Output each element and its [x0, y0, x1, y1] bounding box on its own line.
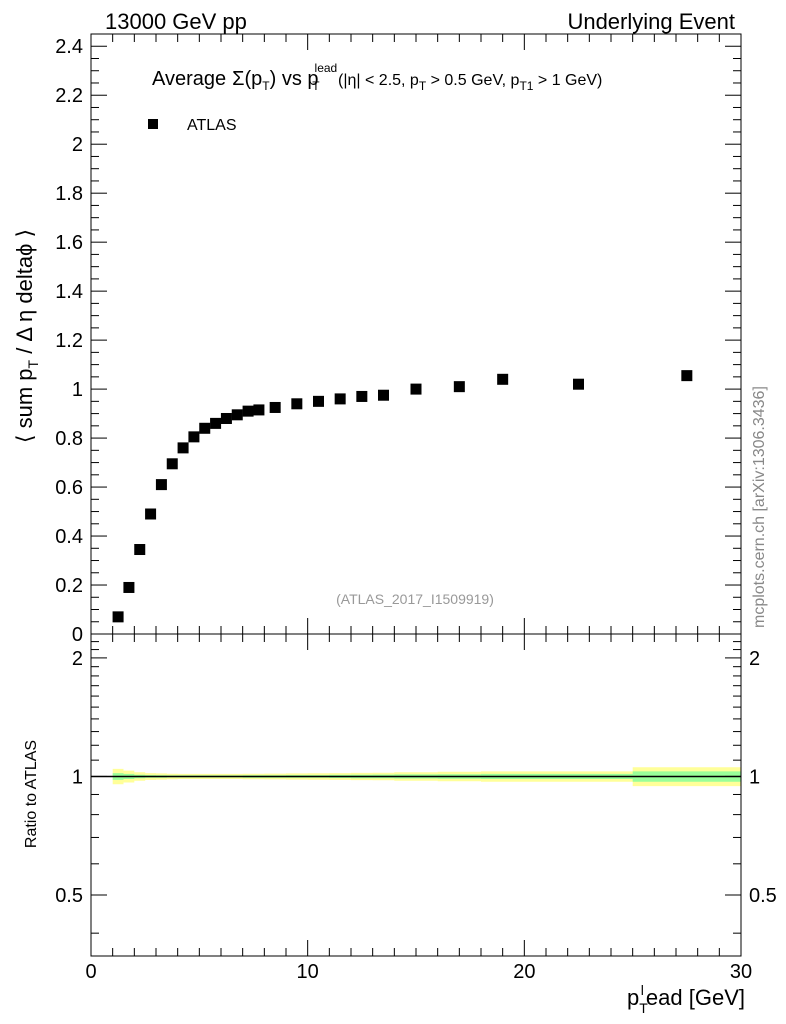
ratio-y-tick-label: 1 — [72, 766, 83, 788]
data-point — [210, 417, 222, 429]
main-plot-panel: Average Σ(pT) vs plead T (|η| < 2.5, pT > … — [12, 33, 742, 646]
data-point — [188, 431, 200, 443]
main-y-tick-label: 2.2 — [55, 85, 83, 107]
ratio-x-tick-label: 0 — [85, 961, 96, 983]
header-right: Underlying Event — [567, 9, 735, 34]
main-y-ticks — [91, 45, 741, 635]
ratio-x-tick-label: 30 — [730, 961, 752, 983]
ratio-y-tick-label: 2 — [72, 648, 83, 670]
ratio-y-tick-labels-right: 0.5 1 2 — [749, 648, 777, 907]
main-y-tick-label: 0.2 — [55, 575, 83, 597]
main-y-tick-label: 1 — [72, 379, 83, 401]
data-point — [253, 404, 265, 416]
main-plot-legend: ATLAS — [148, 117, 237, 134]
main-y-tick-label: 1.4 — [55, 281, 83, 303]
ratio-plot-frame — [90, 633, 742, 957]
main-y-tick-label: 0 — [72, 624, 83, 646]
data-point — [220, 412, 232, 424]
data-point — [313, 395, 324, 407]
data-point — [497, 373, 509, 385]
ratio-x-tick-label: 10 — [297, 961, 319, 983]
main-y-tick-label: 1.6 — [55, 232, 83, 254]
data-point — [291, 398, 303, 410]
data-point — [177, 442, 189, 454]
header-left: 13000 GeV pp — [105, 9, 247, 34]
ratio-y-tick-labels-left: 0.5 1 2 — [55, 648, 83, 907]
data-point — [166, 458, 178, 470]
ratio-y-ticks — [91, 641, 741, 934]
ratio-y-axis-label: Ratio to ATLAS — [23, 740, 40, 848]
analysis-id: (ATLAS_2017_I1509919) — [336, 591, 494, 607]
ratio-y-tick-label: 0.5 — [55, 885, 83, 907]
data-point — [145, 508, 157, 520]
ratio-x-ticks — [90, 634, 742, 956]
ratio-y-tick-label-right: 1 — [749, 766, 760, 788]
ratio-plot-panel: Ratio to ATLAS 0.5 1 2 0.5 1 2 0 10 20 30 pTlea… — [23, 633, 777, 1016]
data-point — [199, 422, 211, 434]
legend-label: ATLAS — [187, 117, 237, 134]
data-point — [231, 409, 243, 421]
main-y-tick-label: 0.6 — [55, 477, 83, 499]
data-point — [378, 389, 389, 401]
data-point — [242, 405, 254, 417]
data-point — [334, 393, 346, 405]
main-y-axis-label: ⟨ sum pT / Δ η deltaϕ ⟩ — [12, 229, 41, 443]
data-point — [410, 383, 422, 395]
main-y-tick-label: 0.4 — [55, 526, 83, 548]
data-point — [356, 390, 368, 402]
data-point — [269, 401, 281, 413]
data-point — [134, 544, 146, 556]
ratio-x-tick-label: 20 — [513, 961, 535, 983]
ratio-x-tick-labels: 0 10 20 30 — [85, 961, 752, 983]
legend-marker — [148, 119, 158, 129]
main-data-points — [112, 370, 693, 623]
main-y-tick-label: 2.4 — [55, 36, 83, 58]
data-point — [155, 479, 167, 491]
data-point — [123, 581, 135, 593]
main-y-tick-label: 1.2 — [55, 330, 83, 352]
data-point — [573, 378, 584, 390]
side-label: mcplots.cern.ch [arXiv:1306.3436] — [751, 386, 768, 628]
main-y-tick-labels: 0 0.2 0.4 0.6 0.8 1 1.2 1.4 1.6 1.8 2 2.2 2.4 — [55, 36, 83, 646]
main-y-tick-label: 1.8 — [55, 183, 83, 205]
x-axis-label: pTlead [GeV] — [627, 982, 745, 1016]
ratio-y-tick-label-right: 0.5 — [749, 885, 777, 907]
main-x-ticks — [90, 34, 742, 634]
data-point — [681, 370, 693, 382]
data-point — [112, 611, 124, 623]
main-y-tick-label: 0.8 — [55, 428, 83, 450]
data-point — [453, 381, 465, 393]
main-plot-title: Average Σ(pT) vs plead T (|η| < 2.5, pT > … — [152, 61, 602, 93]
ratio-y-tick-label-right: 2 — [749, 648, 760, 670]
main-y-tick-label: 2 — [72, 134, 83, 156]
